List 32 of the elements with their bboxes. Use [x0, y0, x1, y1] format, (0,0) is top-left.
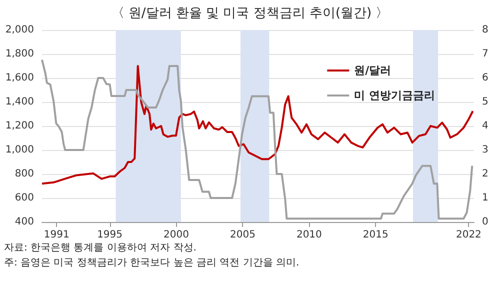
- y-tick-label: 800: [14, 168, 34, 180]
- y2-tick-label: 8: [482, 24, 488, 36]
- y-tick-label: 1,400: [5, 96, 34, 108]
- y2-tick-label: 3: [482, 144, 488, 156]
- legend-label: 원/달러: [354, 64, 392, 77]
- y-tick-label: 2,000: [5, 24, 34, 36]
- text: 자료: 한국은행 통계를 이용하여 저자 작성.: [4, 242, 196, 254]
- y-tick-label: 1,000: [5, 144, 34, 156]
- x-tick-label: 2010: [296, 230, 322, 240]
- x-tick-label: 2005: [230, 230, 256, 240]
- x-tick-label: 1995: [97, 230, 123, 240]
- y2-tick-label: 0: [482, 216, 488, 228]
- text: 주: 음영은 미국 정책금리가 한국보다 높은 금리 역전 기간을 의미.: [4, 258, 300, 268]
- y-tick-label: 1,800: [5, 48, 34, 60]
- y-tick-label: 1,200: [5, 120, 34, 132]
- y-tick-label: 400: [14, 216, 34, 228]
- x-tick-label: 2015: [362, 230, 388, 240]
- y-tick-label: 600: [14, 192, 34, 204]
- y-tick-label: 1,600: [5, 72, 34, 84]
- y2-tick-label: 4: [482, 120, 488, 132]
- x-tick-label: 2000: [164, 230, 189, 240]
- legend-label: 미 연방기금금리: [354, 89, 436, 102]
- line-series: [41, 58, 474, 220]
- y2-tick-label: 1: [482, 192, 488, 204]
- y2-tick-label: 6: [482, 72, 488, 84]
- chart-title: 〈 원/달러 환율 및 미국 정책금리 추이(월간) 〉: [111, 6, 389, 21]
- y2-tick-label: 2: [482, 168, 488, 180]
- line-series: [41, 65, 474, 185]
- x-tick-label: 2022: [456, 230, 482, 240]
- x-tick-label: 1991: [44, 230, 70, 240]
- y2-tick-label: 5: [482, 96, 488, 108]
- y2-tick-label: 7: [482, 48, 488, 60]
